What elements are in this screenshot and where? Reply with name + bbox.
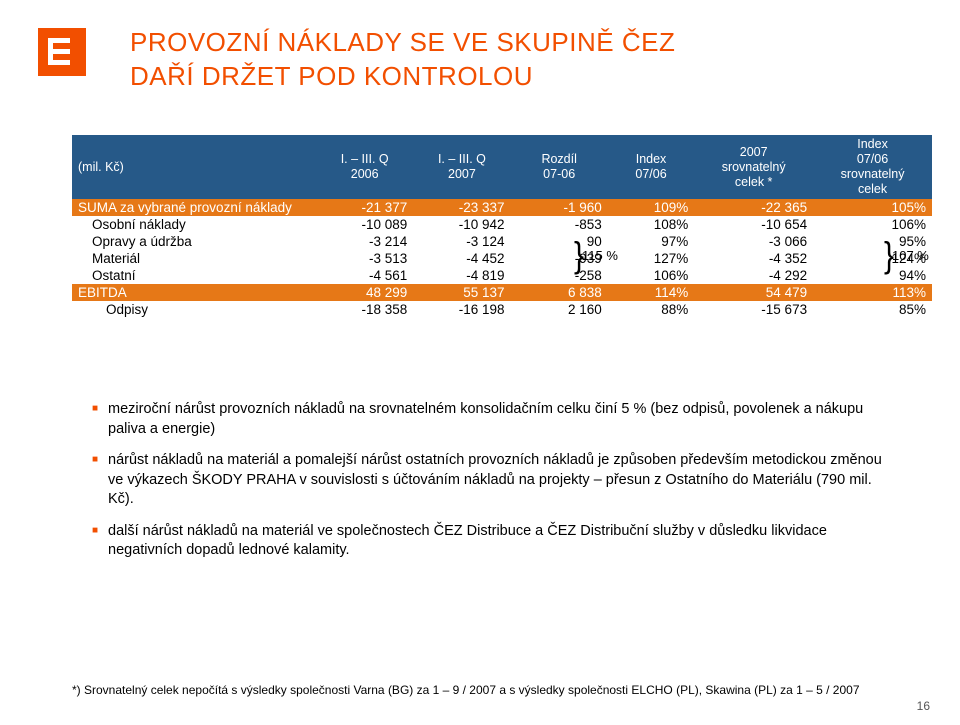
row-value: -18 358 — [316, 301, 413, 318]
table-header-cell: 2007srovnatelnýcelek * — [694, 135, 813, 199]
company-logo — [38, 28, 86, 76]
row-value: 54 479 — [694, 284, 813, 301]
row-label: Ostatní — [72, 267, 316, 284]
table-row: EBITDA48 29955 1376 838114%54 479113% — [72, 284, 932, 301]
table-header-cell: I. – III. Q2006 — [316, 135, 413, 199]
page-number: 16 — [917, 699, 930, 713]
row-value: 109% — [608, 199, 694, 216]
table-header-cell: Index07/06 — [608, 135, 694, 199]
row-value: -3 214 — [316, 233, 413, 250]
row-value: -10 942 — [413, 216, 510, 233]
row-label: EBITDA — [72, 284, 316, 301]
page-title: PROVOZNÍ NÁKLADY SE VE SKUPINĚ ČEZ DAŘÍ … — [130, 26, 675, 94]
table-row: Odpisy-18 358-16 1982 16088%-15 67385% — [72, 301, 932, 318]
row-value: -1 960 — [511, 199, 608, 216]
row-label: Osobní náklady — [72, 216, 316, 233]
row-value: 124% — [813, 250, 932, 267]
row-value: 2 160 — [511, 301, 608, 318]
row-value: 48 299 — [316, 284, 413, 301]
financial-table: (mil. Kč)I. – III. Q2006I. – III. Q2007R… — [72, 135, 932, 318]
row-value: -4 561 — [316, 267, 413, 284]
bullet-item: nárůst nákladů na materiál a pomalejší n… — [92, 451, 882, 510]
table-header-cell: Index07/06srovnatelnýcelek — [813, 135, 932, 199]
row-value: -939 — [511, 250, 608, 267]
table-row: Ostatní-4 561-4 819-258106%-4 29294% — [72, 267, 932, 284]
row-value: 55 137 — [413, 284, 510, 301]
row-value: -10 654 — [694, 216, 813, 233]
row-value: -22 365 — [694, 199, 813, 216]
row-value: 106% — [608, 267, 694, 284]
row-value: -258 — [511, 267, 608, 284]
row-value: 108% — [608, 216, 694, 233]
table-row: Opravy a údržba-3 214-3 1249097%-3 06695… — [72, 233, 932, 250]
row-value: -16 198 — [413, 301, 510, 318]
table-header-cell: I. – III. Q2007 — [413, 135, 510, 199]
row-value: -853 — [511, 216, 608, 233]
row-value: -10 089 — [316, 216, 413, 233]
title-line-2: DAŘÍ DRŽET POD KONTROLOU — [130, 60, 675, 94]
row-value: 113% — [813, 284, 932, 301]
row-value: 95% — [813, 233, 932, 250]
row-value: -4 352 — [694, 250, 813, 267]
row-label: Odpisy — [72, 301, 316, 318]
row-value: 106% — [813, 216, 932, 233]
table-row: Materiál-3 513-4 452-939127%-4 352124% — [72, 250, 932, 267]
row-value: -15 673 — [694, 301, 813, 318]
row-value: 85% — [813, 301, 932, 318]
footnote: *) Srovnatelný celek nepočítá s výsledky… — [72, 683, 892, 697]
row-value: 105% — [813, 199, 932, 216]
row-label: Opravy a údržba — [72, 233, 316, 250]
bullet-list: meziroční nárůst provozních nákladů na s… — [92, 400, 882, 573]
row-value: -4 292 — [694, 267, 813, 284]
row-value: 6 838 — [511, 284, 608, 301]
bullet-item: další nárůst nákladů na materiál ve spol… — [92, 522, 882, 561]
table-row: SUMA za vybrané provozní náklady-21 377-… — [72, 199, 932, 216]
bullet-item: meziroční nárůst provozních nákladů na s… — [92, 400, 882, 439]
row-value: -23 337 — [413, 199, 510, 216]
row-value: 88% — [608, 301, 694, 318]
table-header-cell: Rozdíl07-06 — [511, 135, 608, 199]
row-value: 90 — [511, 233, 608, 250]
table-row: Osobní náklady-10 089-10 942-853108%-10 … — [72, 216, 932, 233]
title-line-1: PROVOZNÍ NÁKLADY SE VE SKUPINĚ ČEZ — [130, 26, 675, 60]
row-value: 127% — [608, 250, 694, 267]
row-value: 94% — [813, 267, 932, 284]
row-value: -3 124 — [413, 233, 510, 250]
row-label: SUMA za vybrané provozní náklady — [72, 199, 316, 216]
row-value: -4 819 — [413, 267, 510, 284]
row-label: Materiál — [72, 250, 316, 267]
row-value: 114% — [608, 284, 694, 301]
row-value: -4 452 — [413, 250, 510, 267]
row-value: -3 066 — [694, 233, 813, 250]
table-unit-label: (mil. Kč) — [72, 135, 316, 199]
row-value: -3 513 — [316, 250, 413, 267]
row-value: -21 377 — [316, 199, 413, 216]
row-value: 97% — [608, 233, 694, 250]
